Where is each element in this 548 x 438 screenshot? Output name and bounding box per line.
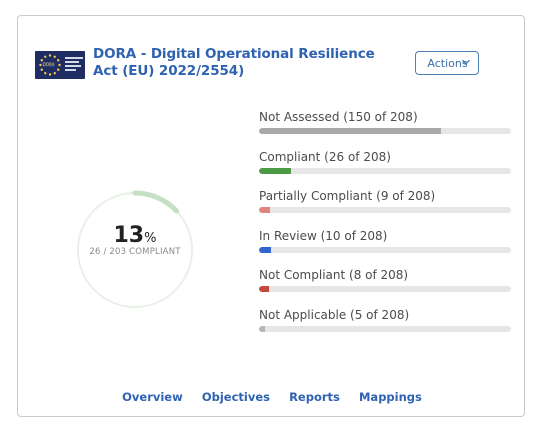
compliance-percent: 13% [75, 223, 195, 248]
ring-progress-arc [132, 190, 180, 214]
framework-card: DORA DORA - Digital Operational Resilien… [17, 15, 525, 417]
star-icon [44, 72, 47, 75]
star-icon [39, 63, 42, 67]
status-bar-track [259, 168, 511, 174]
star-icon [58, 63, 61, 67]
status-bar-track [259, 286, 511, 292]
actions-button[interactable]: Actions [415, 51, 479, 75]
status-bar-fill [259, 168, 291, 174]
star-icon [48, 73, 52, 76]
eu-stars-icon [39, 54, 61, 76]
status-row[interactable]: Partially Compliant (9 of 208) [259, 189, 511, 213]
card-tabs: Overview Objectives Reports Mappings [18, 386, 526, 405]
tab-reports[interactable]: Reports [289, 390, 340, 404]
tab-mappings[interactable]: Mappings [358, 390, 422, 404]
status-row[interactable]: In Review (10 of 208) [259, 229, 511, 253]
status-bar-fill [259, 247, 272, 253]
status-label: Not Compliant (8 of 208) [259, 268, 409, 282]
logo-text-lines [65, 57, 83, 73]
status-label: In Review (10 of 208) [259, 229, 388, 243]
status-row[interactable]: Not Applicable (5 of 208) [259, 308, 511, 332]
status-bar-fill [259, 286, 269, 292]
percent-symbol: % [144, 231, 157, 246]
status-label: Compliant (26 of 208) [259, 150, 391, 164]
framework-logo: DORA [35, 51, 85, 79]
star-icon [40, 68, 43, 71]
star-icon [53, 55, 56, 58]
star-icon [53, 72, 56, 75]
star-icon [40, 59, 43, 62]
status-label: Not Assessed (150 of 208) [259, 110, 418, 124]
status-row[interactable]: Compliant (26 of 208) [259, 150, 511, 174]
status-bar-fill [259, 326, 266, 332]
star-icon [48, 54, 52, 57]
chevron-down-icon [462, 59, 470, 65]
status-bar-fill [259, 128, 441, 134]
tab-overview[interactable]: Overview [122, 390, 183, 404]
status-row[interactable]: Not Compliant (8 of 208) [259, 268, 511, 292]
compliance-subtitle: 26 / 203 COMPLIANT [89, 247, 181, 257]
framework-title[interactable]: DORA - Digital Operational Resilience Ac… [93, 46, 375, 79]
status-label: Partially Compliant (9 of 208) [259, 189, 436, 203]
logo-badge: DORA [42, 62, 55, 67]
percent-value: 13 [113, 223, 145, 248]
status-bar-track [259, 247, 511, 253]
status-bar-track [259, 207, 511, 213]
compliance-ring [77, 190, 193, 308]
star-icon [57, 68, 60, 71]
actions-button-label: Actions [427, 57, 468, 70]
status-bar-track [259, 128, 511, 134]
star-icon [44, 55, 47, 58]
status-bar-fill [259, 207, 270, 213]
status-row[interactable]: Not Assessed (150 of 208) [259, 110, 511, 134]
tab-objectives[interactable]: Objectives [201, 390, 270, 404]
star-icon [57, 59, 60, 62]
status-bar-track [259, 326, 511, 332]
status-label: Not Applicable (5 of 208) [259, 308, 410, 322]
